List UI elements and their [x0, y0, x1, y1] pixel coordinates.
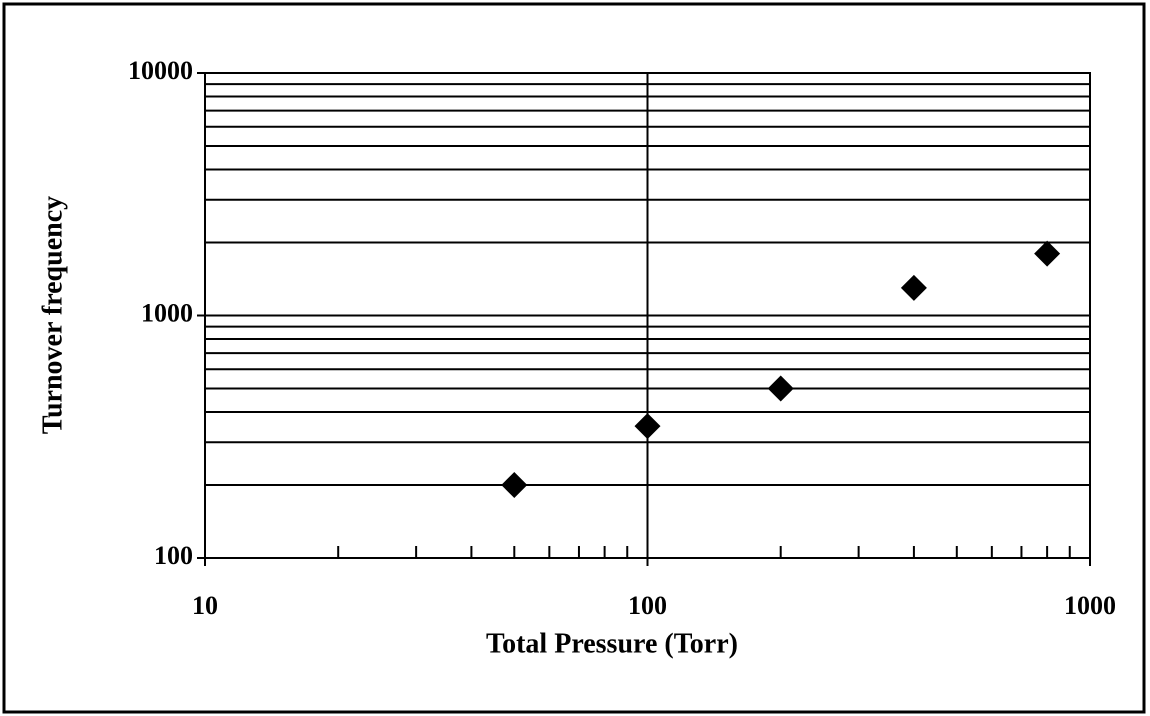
point: [1034, 240, 1061, 267]
y-tick-label: 10000: [128, 56, 193, 85]
point: [900, 274, 927, 301]
point: [634, 413, 661, 440]
point: [767, 375, 794, 402]
x-tick-label: 100: [628, 591, 667, 620]
point: [501, 472, 528, 499]
y-tick-label: 100: [154, 541, 193, 570]
y-tick-label: 1000: [141, 298, 193, 327]
x-axis-label: Total Pressure (Torr): [486, 628, 738, 659]
x-tick-label: 1000: [1064, 591, 1116, 620]
y-axis-label: Turnover frequency: [37, 196, 68, 434]
plot-area: [204, 72, 1091, 559]
x-tick-label: 10: [192, 591, 218, 620]
